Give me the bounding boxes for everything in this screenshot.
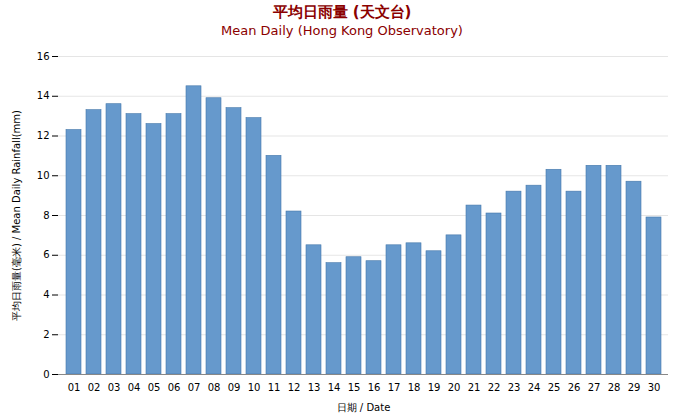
svg-text:日期 / Date: 日期 / Date (337, 402, 391, 413)
svg-text:17: 17 (388, 382, 401, 393)
svg-text:21: 21 (468, 382, 481, 393)
svg-text:15: 15 (348, 382, 361, 393)
svg-text:4: 4 (43, 289, 49, 300)
svg-text:14: 14 (37, 90, 50, 101)
svg-text:27: 27 (588, 382, 601, 393)
svg-text:16: 16 (368, 382, 381, 393)
svg-text:06: 06 (168, 382, 181, 393)
svg-text:08: 08 (208, 382, 221, 393)
html-text:Mean Daily (Hong Kong Observat: Mean Daily (Hong Kong Observatory) (221, 23, 463, 38)
svg-text:18: 18 (408, 382, 421, 393)
svg-text:13: 13 (308, 382, 321, 393)
svg-text:11: 11 (268, 382, 281, 393)
svg-text:22: 22 (488, 382, 501, 393)
svg-text:04: 04 (128, 382, 141, 393)
svg-text:24: 24 (528, 382, 541, 393)
svg-text:03: 03 (108, 382, 121, 393)
svg-text:8: 8 (43, 210, 49, 221)
svg-text:20: 20 (448, 382, 461, 393)
svg-text:25: 25 (548, 382, 561, 393)
svg-text:19: 19 (428, 382, 441, 393)
svg-text:02: 02 (88, 382, 101, 393)
svg-text:10: 10 (248, 382, 261, 393)
svg-text:平均日雨量(毫米) / Mean Daily Rainfal: 平均日雨量(毫米) / Mean Daily Rainfall(mm) (11, 110, 22, 321)
svg-text:10: 10 (37, 170, 50, 181)
svg-text:05: 05 (148, 382, 161, 393)
svg-text:29: 29 (628, 382, 641, 393)
svg-text:16: 16 (37, 51, 50, 62)
svg-text:12: 12 (288, 382, 301, 393)
svg-text:23: 23 (508, 382, 521, 393)
svg-text:09: 09 (228, 382, 241, 393)
svg-text:28: 28 (608, 382, 621, 393)
html-text:平均日雨量 (天文台): 平均日雨量 (天文台) (272, 3, 412, 21)
svg-text:14: 14 (328, 382, 341, 393)
svg-text:01: 01 (68, 382, 81, 393)
svg-text:07: 07 (188, 382, 201, 393)
svg-text:12: 12 (37, 130, 50, 141)
svg-text:0: 0 (43, 369, 49, 380)
svg-text:26: 26 (568, 382, 581, 393)
svg-text:30: 30 (648, 382, 661, 393)
svg-text:6: 6 (43, 249, 49, 260)
svg-text:2: 2 (43, 329, 49, 340)
